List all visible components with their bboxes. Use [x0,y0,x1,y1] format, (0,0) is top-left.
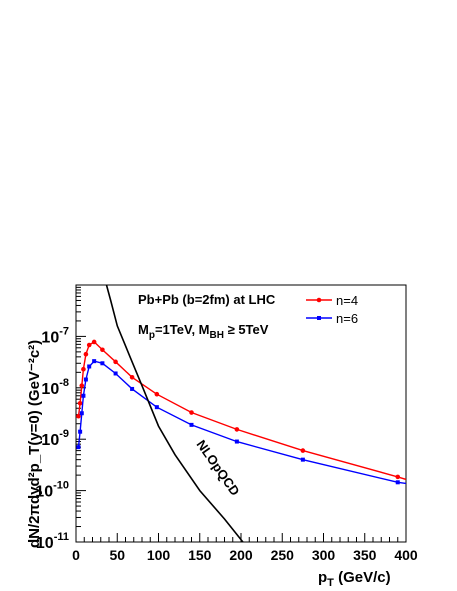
y-tick-label: 10-8 [41,377,69,398]
x-tick-label: 50 [109,547,125,563]
x-tick-label: 350 [353,547,377,563]
data-point-n6 [87,364,92,369]
x-tick-label: 0 [72,547,80,563]
y-tick-label: 10-10 [35,480,69,501]
data-point-n6 [130,386,135,391]
data-point-n4 [113,359,118,365]
y-tick-label: 10-7 [41,325,69,346]
data-point-n6 [154,405,159,410]
legend: n=4 n=6 [306,293,358,326]
data-point-n6 [76,445,81,450]
x-tick-label: 100 [147,547,171,563]
data-point-n4 [100,347,105,353]
x-tick-label: 300 [312,547,336,563]
data-point-n4 [81,366,86,372]
data-point-n6 [100,361,105,366]
data-point-n6 [395,480,400,485]
data-point-n6 [234,439,239,444]
y-axis-label: dN/2πdyd²p_T(y=0) (GeV⁻²c²) [26,340,43,548]
series-line-n4 [77,341,406,481]
data-point-n6 [81,393,86,398]
data-point-n6 [300,457,305,462]
data-point-n4 [154,391,160,397]
axes: 0 50 100 150 200 250 300 350 400 10-7 10-8 10-9 10-1… [35,284,418,563]
data-point-n4 [77,400,83,406]
series-line-n6 [77,360,406,485]
x-tick-label: 200 [229,547,253,563]
data-point-n6 [78,429,83,434]
data-point-n6 [92,359,97,364]
x-tick-label: 250 [271,547,295,563]
data-point-n6 [189,422,194,427]
data-point-n4 [83,351,89,357]
data-point-n6 [79,411,84,416]
data-point-n4 [86,342,92,348]
data-point-n4 [91,339,97,345]
nlo-curve-label: NLOpQCD [194,437,243,498]
data-point-n4 [76,413,81,419]
series-line-nlopqcd [105,285,244,542]
legend-label-n6: n=6 [336,311,358,326]
data-point-n6 [113,371,118,376]
annotation-line2: Mp=1TeV, MBH ≥ 5TeV [138,322,269,341]
y-tick-label: 10-11 [36,531,69,552]
data-point-n4 [79,383,85,388]
data-point-n4 [189,410,194,415]
annotation-line1: Pb+Pb (b=2fm) at LHC [138,292,276,307]
data-point-n4 [129,375,135,380]
data-point-n4 [300,448,306,453]
series-layer [76,285,406,542]
data-point-n4 [234,427,240,432]
x-tick-label: 400 [394,547,418,563]
data-point-n4 [395,474,401,480]
x-tick-label: 150 [188,547,212,563]
x-axis-label: pT (GeV/c) [318,569,391,589]
legend-marker-n4 [316,297,322,303]
data-point-n6 [83,377,88,382]
legend-marker-n6 [317,316,321,320]
y-tick-label: 10-9 [41,428,69,449]
legend-label-n4: n=4 [336,293,358,308]
